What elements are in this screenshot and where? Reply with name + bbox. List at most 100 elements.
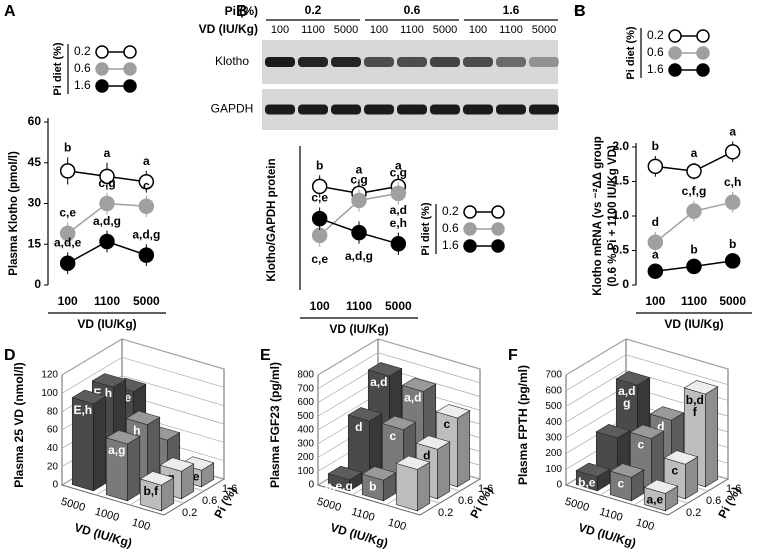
blot-band <box>430 104 460 115</box>
significance-letter: d <box>652 215 659 229</box>
y-tick-label: 0.5 <box>612 243 629 257</box>
bar <box>575 462 611 492</box>
y-axis-label: Klotho/GAPDH protein <box>266 158 278 281</box>
significance-letter: E,h <box>73 403 92 417</box>
data-point <box>647 263 664 279</box>
y-tick-label: 30 <box>28 196 42 210</box>
significance-letter: c,e <box>311 252 328 266</box>
vd-level: 1100 <box>499 24 523 36</box>
legend-label: 1.6 <box>74 78 91 92</box>
bar-top <box>649 406 685 421</box>
z-tick-label: 300 <box>545 432 562 443</box>
depth-tick-label: 0.2 <box>686 507 701 519</box>
y-tick-label: 0 <box>34 277 41 291</box>
significance-letter: b,e,g <box>325 479 353 493</box>
bar-top <box>609 463 645 478</box>
blot-band <box>265 57 295 67</box>
data-point <box>686 203 702 219</box>
y-tick-label: 15 <box>28 236 42 250</box>
significance-letter: c <box>671 463 678 477</box>
significance-letter: b,d <box>686 393 704 407</box>
significance-letter: b,e <box>578 476 596 490</box>
data-point <box>351 224 367 241</box>
y-axis-label: Plasma Klotho (pmol/l) <box>8 151 20 276</box>
y-axis-label: Klotho mRNA (vs ⁻²ΔΔ group <box>592 136 604 296</box>
x-tick-label: 5000 <box>316 496 343 514</box>
depth-tick-label: 0.6 <box>202 495 217 507</box>
x-tick-label: 100 <box>310 299 330 313</box>
significance-letter: a <box>104 146 111 160</box>
z-tick-label: 100 <box>297 466 314 477</box>
significance-letter: c <box>389 429 396 443</box>
vd-level: 1100 <box>301 24 325 36</box>
vd-level: 100 <box>370 24 388 36</box>
x-tick-label: 1100 <box>598 506 624 524</box>
panel-label: F <box>508 347 518 364</box>
x-axis-label: VD (IU/Kg) <box>577 520 638 550</box>
bar-side <box>93 395 107 492</box>
x-axis-label: VD (IU/Kg) <box>664 317 723 331</box>
bar-side <box>127 436 141 502</box>
significance-letter: c <box>443 417 450 431</box>
z-tick-label: 200 <box>297 452 314 463</box>
z-axis-label: Plasma 25 VD (nmol/l) <box>12 362 26 487</box>
bar-front <box>395 462 418 512</box>
grid-line <box>61 356 225 394</box>
legend-marker <box>696 63 710 77</box>
grid-line <box>317 338 481 376</box>
data-point <box>724 194 741 210</box>
significance-letter: a,d,g <box>132 227 160 241</box>
significance-letter: b <box>369 479 376 493</box>
bar-top <box>595 423 631 439</box>
data-point <box>351 192 367 209</box>
bar <box>139 471 175 512</box>
significance-letter: h <box>133 424 140 438</box>
bar-top <box>179 456 215 471</box>
significance-letter: d <box>423 448 430 462</box>
legend-marker <box>95 62 109 76</box>
bar <box>71 389 107 492</box>
legend-marker <box>463 205 477 219</box>
data-point <box>390 236 407 252</box>
significance-letter: a <box>395 158 402 172</box>
panel-label: C <box>574 3 586 20</box>
bar-top <box>159 457 195 472</box>
bar <box>347 407 383 480</box>
x-tick-label: 1000 <box>94 506 121 524</box>
bar <box>395 455 431 512</box>
legend-marker <box>696 29 710 43</box>
x-tick-label: 100 <box>635 517 656 534</box>
legend-title: Pi diet (%) <box>625 26 637 80</box>
blot-band <box>463 104 493 115</box>
blot-band <box>529 57 559 67</box>
legend-marker <box>668 46 682 60</box>
data-point <box>138 174 155 190</box>
x-tick-label: 5000 <box>564 496 591 514</box>
y-tick-label: 60 <box>28 114 42 128</box>
data-point <box>59 225 76 242</box>
significance-letter: d <box>657 419 664 433</box>
data-point <box>311 227 328 244</box>
significance-letter: d <box>355 420 362 434</box>
z-tick-label: 80 <box>47 406 59 417</box>
z-tick-label: 20 <box>47 461 59 472</box>
vd-label: VD (IU/Kg) <box>199 22 258 36</box>
vd-level: 1100 <box>400 24 424 36</box>
significance-letter: b <box>690 243 697 257</box>
z-tick-label: 700 <box>545 370 562 381</box>
z-tick-label: 120 <box>41 370 58 381</box>
bar-top <box>615 371 651 386</box>
grid-line <box>565 354 729 392</box>
bar-top <box>401 377 437 392</box>
significance-letter: a,d,g <box>345 249 373 263</box>
legend-marker <box>463 239 477 253</box>
blot-band <box>364 57 394 67</box>
significance-letter: a <box>143 154 150 168</box>
bar-top <box>663 450 699 465</box>
vd-level: 5000 <box>532 24 556 36</box>
significance-letter: c,h <box>724 175 741 189</box>
grid-line <box>317 352 481 390</box>
data-point <box>138 247 155 263</box>
blot-band <box>529 104 559 115</box>
